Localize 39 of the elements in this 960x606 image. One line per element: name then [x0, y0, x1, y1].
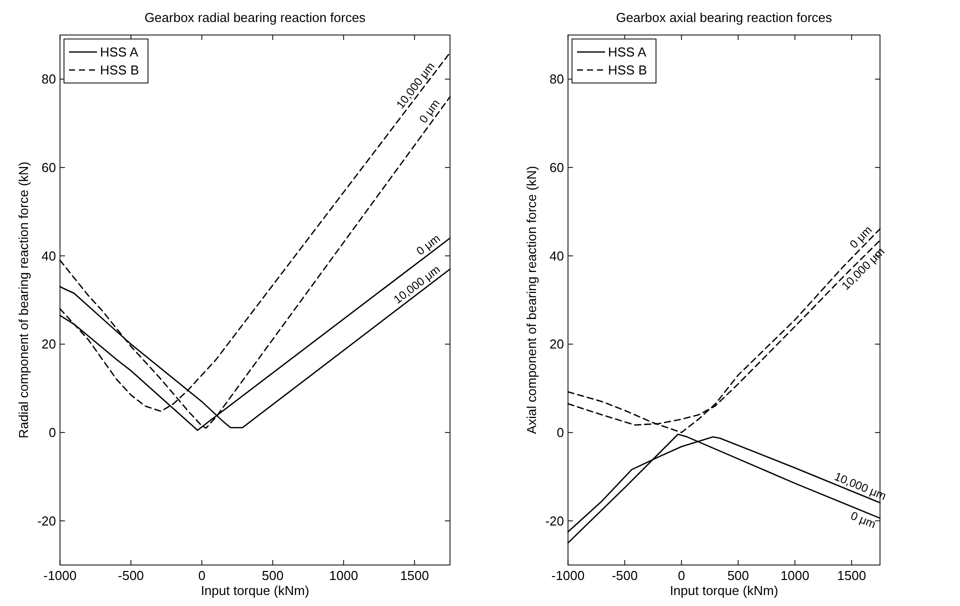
- legend-label: HSS B: [100, 62, 140, 78]
- y-tick-label: 80: [550, 72, 564, 87]
- y-axis-title: Radial component of bearing reaction force (kN): [16, 162, 31, 438]
- y-tick-label: 20: [42, 336, 56, 352]
- x-tick-label: 500: [262, 568, 284, 583]
- x-tick-label: -1000: [43, 568, 77, 583]
- x-tick-label: 0: [198, 568, 206, 583]
- legend-label: HSS B: [608, 62, 648, 78]
- x-tick-label: -500: [118, 568, 144, 583]
- x-tick-label: 0: [678, 568, 686, 583]
- chart-title: Gearbox axial bearing reaction forces: [616, 10, 833, 25]
- y-tick-label: 0: [48, 425, 56, 440]
- annotation: 0 μm: [848, 224, 875, 252]
- y-tick-label: 80: [42, 72, 56, 87]
- annotation: 0 μm: [848, 510, 878, 532]
- x-tick-label: 500: [727, 568, 750, 583]
- y-axis-title: Axial component of bearing reaction force (kN): [524, 166, 539, 434]
- y-tick-label: 60: [550, 160, 564, 176]
- x-tick-label: 1500: [400, 568, 430, 583]
- y-tick-label: 40: [550, 248, 564, 264]
- legend-label: HSS A: [608, 44, 647, 60]
- chart-title: Gearbox radial bearing reaction forces: [144, 10, 366, 25]
- y-tick-label: 0: [556, 425, 564, 440]
- y-tick-label: 40: [42, 248, 56, 264]
- annotation: 0 μm: [414, 232, 443, 258]
- x-axis-title: Input torque (kNm): [670, 583, 778, 598]
- x-tick-label: 1000: [329, 568, 358, 583]
- x-axis-title: Input torque (kNm): [200, 583, 310, 598]
- x-tick-label: -1000: [551, 568, 585, 583]
- x-tick-label: 1000: [780, 568, 810, 583]
- y-tick-label: -20: [545, 513, 564, 528]
- legend-label: HSS A: [100, 44, 139, 60]
- y-tick-label: -20: [37, 513, 56, 528]
- annotation: 0 μm: [418, 98, 443, 126]
- annotation: 10,000 μm: [832, 471, 888, 503]
- x-tick-label: 1500: [837, 568, 866, 583]
- y-tick-label: 60: [42, 160, 56, 176]
- x-tick-label: -500: [612, 568, 638, 583]
- y-tick-label: 20: [550, 336, 564, 352]
